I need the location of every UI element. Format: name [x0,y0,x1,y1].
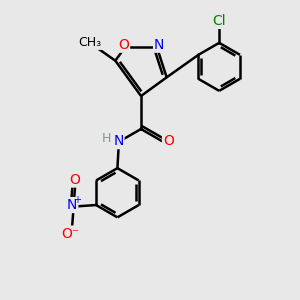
Text: N: N [67,198,77,212]
Text: N: N [113,134,124,148]
Text: O: O [118,38,129,52]
Text: O: O [70,172,80,187]
Text: Cl: Cl [212,14,226,28]
Text: O: O [163,134,174,148]
Text: +: + [74,195,82,205]
Text: CH₃: CH₃ [78,36,101,49]
Text: N: N [154,38,164,52]
Text: H: H [102,132,111,145]
Text: O⁻: O⁻ [61,226,80,241]
